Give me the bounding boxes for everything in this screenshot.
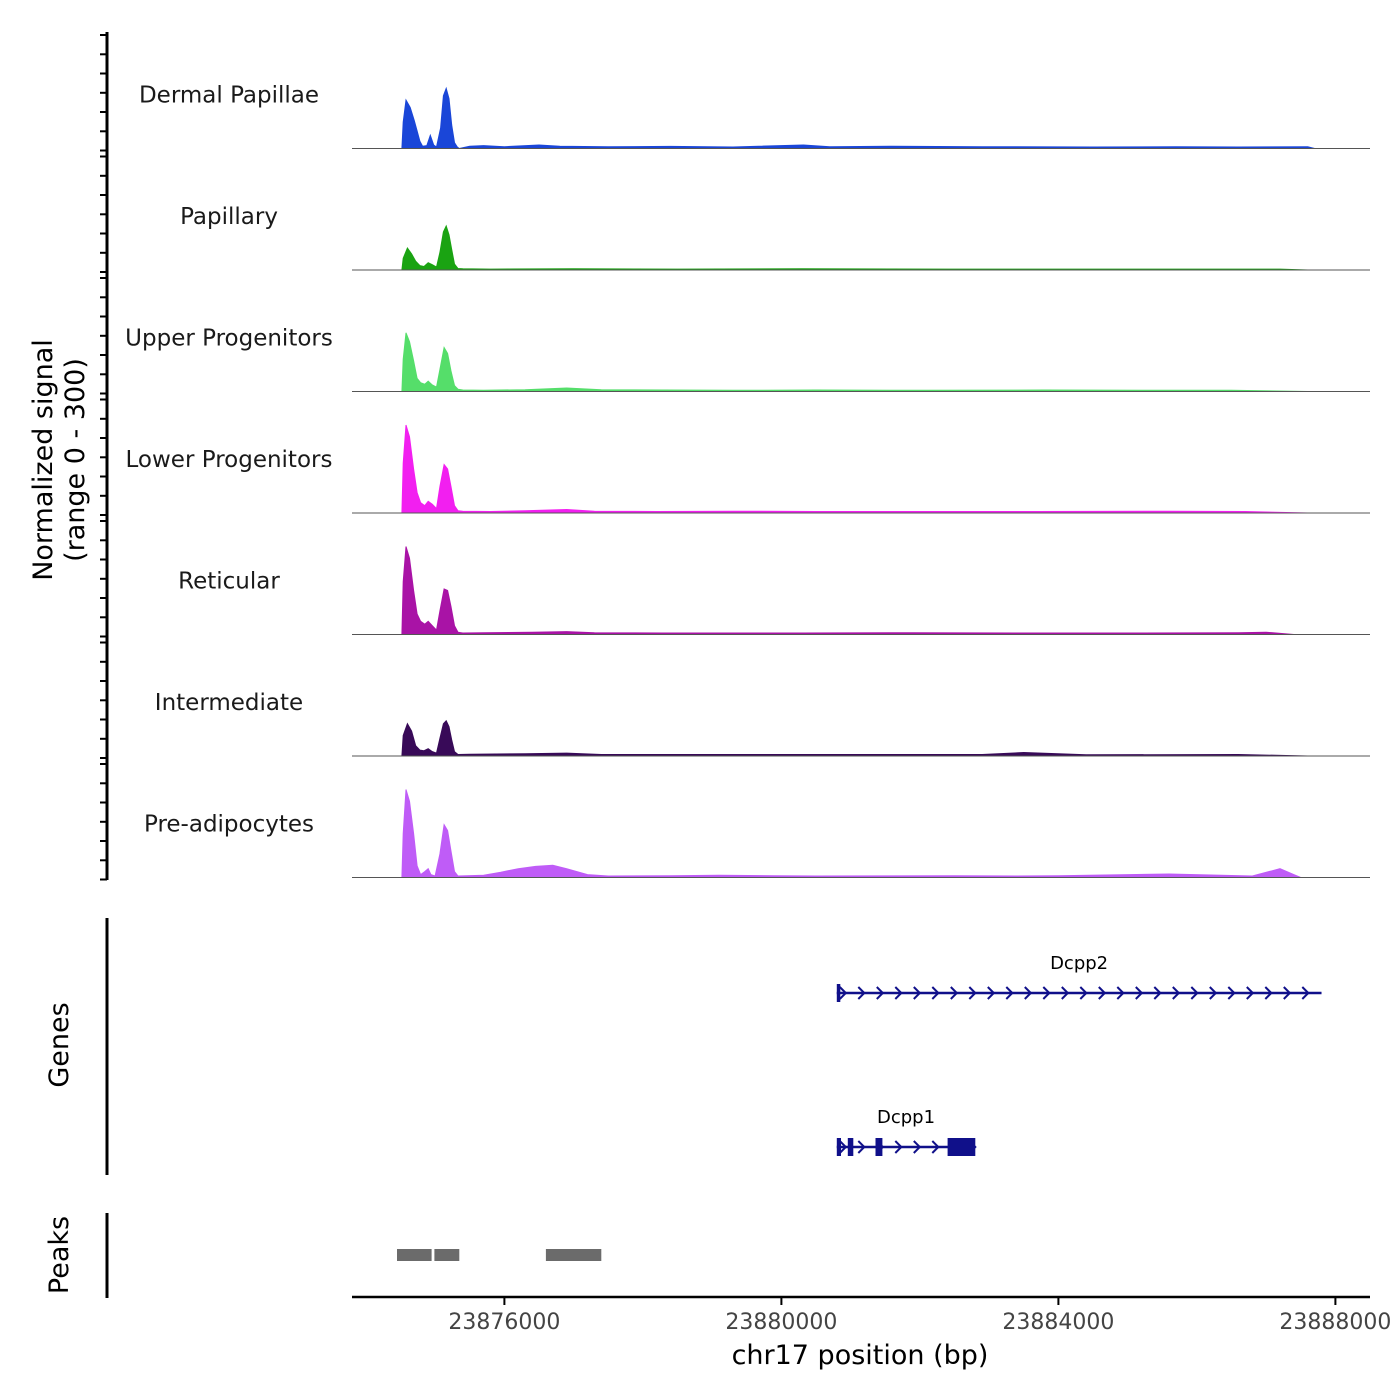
exon-dcpp1: [847, 1138, 854, 1156]
strand-arrow-dcpp2: [1209, 986, 1218, 1000]
strand-arrow-dcpp2: [1153, 986, 1162, 1000]
exon-dcpp1: [947, 1138, 976, 1156]
peaks-track: [397, 1249, 602, 1261]
strand-arrow-dcpp2: [913, 986, 922, 1000]
strand-arrow-dcpp2: [1172, 986, 1181, 1000]
genes-track-title: Genes: [44, 1002, 75, 1087]
strand-arrow-dcpp2: [1061, 986, 1070, 1000]
strand-arrow-dcpp2: [1190, 986, 1199, 1000]
x-axis-title: chr17 position (bp): [732, 1340, 989, 1371]
peak-1: [397, 1249, 432, 1261]
strand-arrow-dcpp2: [1227, 986, 1236, 1000]
strand-arrow-dcpp2: [968, 986, 977, 1000]
peaks-track-title: Peaks: [44, 1216, 75, 1294]
signal-area-lower-progenitors: [401, 424, 1308, 514]
strand-arrow-dcpp2: [1135, 986, 1144, 1000]
track-label-intermediate: Intermediate: [155, 690, 303, 716]
strand-arrow-dcpp1: [894, 1140, 903, 1154]
peak-2: [434, 1249, 460, 1261]
strand-arrow-dcpp2: [1079, 986, 1088, 1000]
strand-arrow-dcpp2: [1283, 986, 1292, 1000]
track-label-upper-progenitors: Upper Progenitors: [125, 326, 333, 352]
strand-arrow-dcpp2: [950, 986, 959, 1000]
signal-y-axis-ticks: [100, 34, 107, 881]
strand-arrow-dcpp1: [913, 1140, 922, 1154]
strand-arrow-dcpp2: [1116, 986, 1125, 1000]
x-axis-ticks: 23876000 23880000 23884000 23888000: [448, 1297, 1391, 1335]
y-axis-title-line1: Normalized signal: [28, 339, 59, 581]
strand-arrow-dcpp2: [894, 986, 903, 1000]
track-label-lower-progenitors: Lower Progenitors: [126, 447, 333, 473]
strand-arrow-dcpp1: [839, 1140, 848, 1154]
track-label-dermal-papillae: Dermal Papillae: [139, 83, 319, 109]
gene-label-dcpp2: Dcpp2: [1050, 953, 1108, 974]
strand-arrow-dcpp2: [1098, 986, 1107, 1000]
signal-area-dermal-papillae: [401, 86, 1315, 150]
x-tick-label: 23888000: [1279, 1310, 1391, 1335]
signal-area-intermediate: [401, 719, 1308, 757]
gene-label-dcpp1: Dcpp1: [877, 1107, 935, 1128]
strand-arrow-dcpp2: [987, 986, 996, 1000]
strand-arrow-dcpp2: [1264, 986, 1273, 1000]
signal-area-pre-adipocytes: [401, 789, 1301, 878]
strand-arrow-dcpp2: [876, 986, 885, 1000]
x-tick-label: 23880000: [725, 1310, 837, 1335]
signal-area-reticular: [401, 546, 1294, 635]
x-tick-label: 23884000: [1002, 1310, 1114, 1335]
strand-arrow-dcpp1: [931, 1140, 940, 1154]
strand-arrow-dcpp2: [1024, 986, 1033, 1000]
y-axis-title-line2: (range 0 - 300): [60, 358, 91, 562]
strand-arrow-dcpp2: [1301, 986, 1310, 1000]
genes-track: Dcpp2 Dcpp1: [836, 953, 1322, 1156]
strand-arrow-dcpp2: [1005, 986, 1014, 1000]
track-label-papillary: Papillary: [180, 204, 278, 230]
strand-arrow-dcpp1: [857, 1140, 866, 1154]
x-tick-label: 23876000: [448, 1310, 560, 1335]
strand-arrow-dcpp2: [857, 986, 866, 1000]
exon-dcpp1: [836, 1138, 841, 1156]
track-label-reticular: Reticular: [178, 569, 280, 595]
exon-dcpp1: [875, 1138, 883, 1156]
signal-area-papillary: [401, 224, 1308, 271]
strand-arrow-dcpp2: [1246, 986, 1255, 1000]
track-label-pre-adipocytes: Pre-adipocytes: [144, 812, 314, 838]
strand-arrow-dcpp2: [931, 986, 940, 1000]
peak-3: [545, 1249, 602, 1261]
exon-dcpp2: [836, 984, 841, 1002]
signal-tracks: Dermal Papillae Papillary Upper Progenitor…: [125, 83, 1370, 878]
strand-arrow-dcpp2: [839, 986, 848, 1000]
strand-arrow-dcpp2: [1042, 986, 1051, 1000]
signal-area-upper-progenitors: [401, 332, 1308, 392]
